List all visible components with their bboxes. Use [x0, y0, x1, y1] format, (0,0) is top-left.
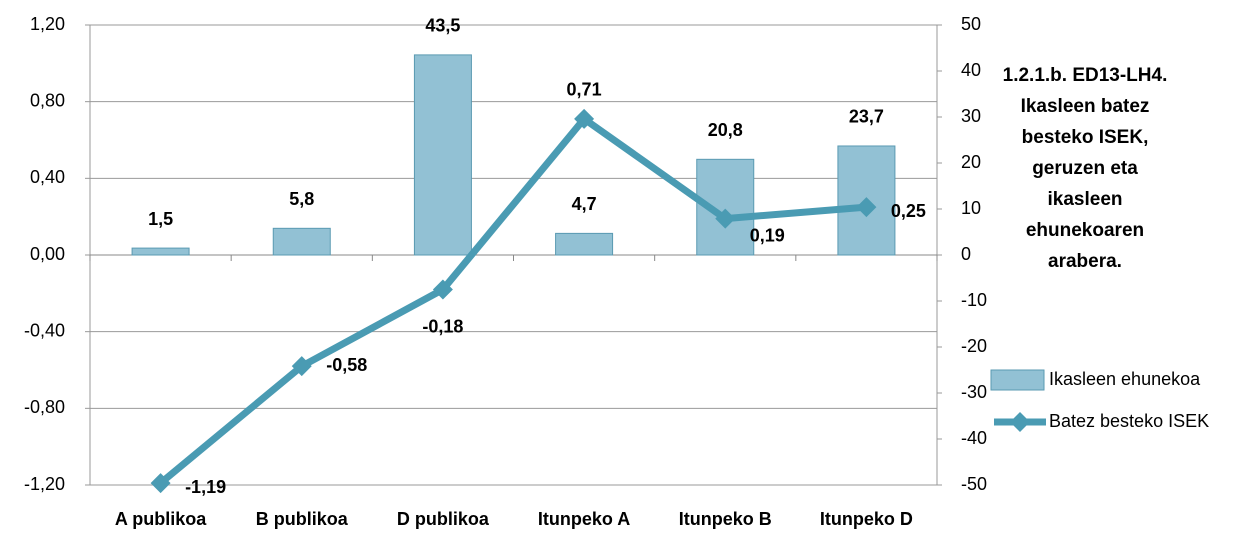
line-value-label: 0,71 — [567, 80, 602, 100]
line-marker — [574, 108, 595, 129]
bar-value-label: 5,8 — [289, 189, 314, 209]
x-tick-label: D publikoa — [397, 509, 490, 529]
y2-tick-label: 20 — [961, 152, 981, 172]
line-value-label: 0,19 — [750, 225, 785, 245]
y2-tick-label: 10 — [961, 198, 981, 218]
x-tick-label: Itunpeko D — [820, 509, 913, 529]
bar-value-label: 23,7 — [849, 107, 884, 127]
bar — [131, 247, 190, 256]
line-marker — [432, 279, 453, 300]
y2-tick-label: 0 — [961, 244, 971, 264]
legend-label: Batez besteko ISEK — [1049, 411, 1209, 431]
line-marker — [856, 197, 877, 218]
y2-tick-label: 40 — [961, 60, 981, 80]
bar — [272, 227, 331, 256]
y-tick-label: 0,80 — [30, 90, 65, 110]
y-tick-label: -0,80 — [24, 397, 65, 417]
y2-tick-label: -50 — [961, 474, 987, 494]
line-value-label: -1,19 — [185, 477, 226, 497]
line-value-label: -0,18 — [422, 316, 463, 336]
line-marker — [150, 473, 171, 494]
bar-value-label: 20,8 — [708, 120, 743, 140]
legend-label: Ikasleen ehunekoa — [1049, 369, 1201, 389]
bar — [555, 232, 614, 256]
y-tick-label: 1,20 — [30, 14, 65, 34]
line-value-label: 0,25 — [891, 201, 926, 221]
chart-title: 1.2.1.b. ED13-LH4. Ikasleen batez bestek… — [1002, 65, 1168, 272]
y-tick-label: -1,20 — [24, 474, 65, 494]
y-tick-label: 0,00 — [30, 244, 65, 264]
y-tick-label: -0,40 — [24, 320, 65, 340]
y2-tick-label: -30 — [961, 382, 987, 402]
bar-value-label: 43,5 — [425, 16, 460, 36]
y2-tick-label: -20 — [961, 336, 987, 356]
bar — [413, 54, 472, 256]
y2-tick-label: -40 — [961, 428, 987, 448]
line-marker — [291, 356, 312, 377]
legend-marker — [1010, 412, 1030, 432]
bar-value-label: 1,5 — [148, 209, 173, 229]
x-tick-label: Itunpeko B — [679, 509, 772, 529]
y2-tick-label: -10 — [961, 290, 987, 310]
y2-tick-label: 50 — [961, 14, 981, 34]
y-tick-label: 0,40 — [30, 167, 65, 187]
y2-tick-label: 30 — [961, 106, 981, 126]
x-tick-label: A publikoa — [115, 509, 207, 529]
line — [158, 115, 867, 486]
x-tick-label: Itunpeko A — [538, 509, 630, 529]
x-tick-label: B publikoa — [256, 509, 349, 529]
legend-swatch — [990, 369, 1045, 391]
line-value-label: -0,58 — [326, 355, 367, 375]
line-marker — [715, 208, 736, 229]
bar-value-label: 4,7 — [572, 194, 597, 214]
